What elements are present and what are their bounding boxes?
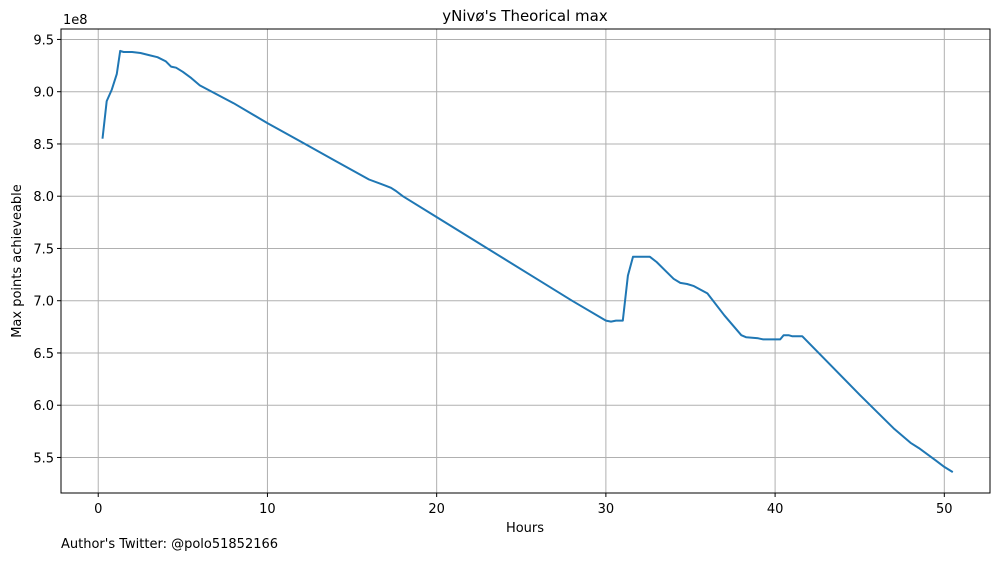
plot-frame: [60, 28, 991, 494]
x-tick-label: 50: [936, 502, 953, 517]
y-tick-label: 8.0: [33, 190, 54, 205]
x-tick-label: 0: [94, 502, 102, 517]
y-tick-label: 6.5: [33, 347, 54, 362]
series-line: [101, 49, 954, 473]
x-tick-label: 10: [259, 502, 276, 517]
x-tick-label: 30: [598, 502, 615, 517]
y-axis-title: Max points achieveable: [10, 184, 25, 338]
y-tick-label: 7.5: [33, 242, 54, 257]
x-tick-label: 20: [428, 502, 445, 517]
x-axis-ticks: 0 10 20 30 40 50: [94, 493, 953, 517]
y-offset-label: 1e8: [63, 13, 88, 28]
chart-title: yNivø's Theorical max: [442, 7, 608, 25]
author-footnote: Author's Twitter: @polo51852166: [61, 537, 279, 552]
grid-lines: [61, 29, 990, 493]
y-axis-ticks: 5.5 6.0 6.5 7.0 7.5 8.0 8.5 9.0 9.5: [33, 33, 61, 466]
y-tick-label: 9.0: [33, 86, 54, 101]
y-tick-label: 5.5: [33, 451, 54, 466]
y-tick-label: 7.0: [33, 295, 54, 310]
plot-line-group: [101, 49, 954, 473]
x-tick-label: 40: [767, 502, 784, 517]
y-tick-label: 8.5: [33, 138, 54, 153]
x-axis-title: Hours: [506, 521, 544, 536]
y-tick-label: 9.5: [33, 33, 54, 48]
y-tick-label: 6.0: [33, 399, 54, 414]
